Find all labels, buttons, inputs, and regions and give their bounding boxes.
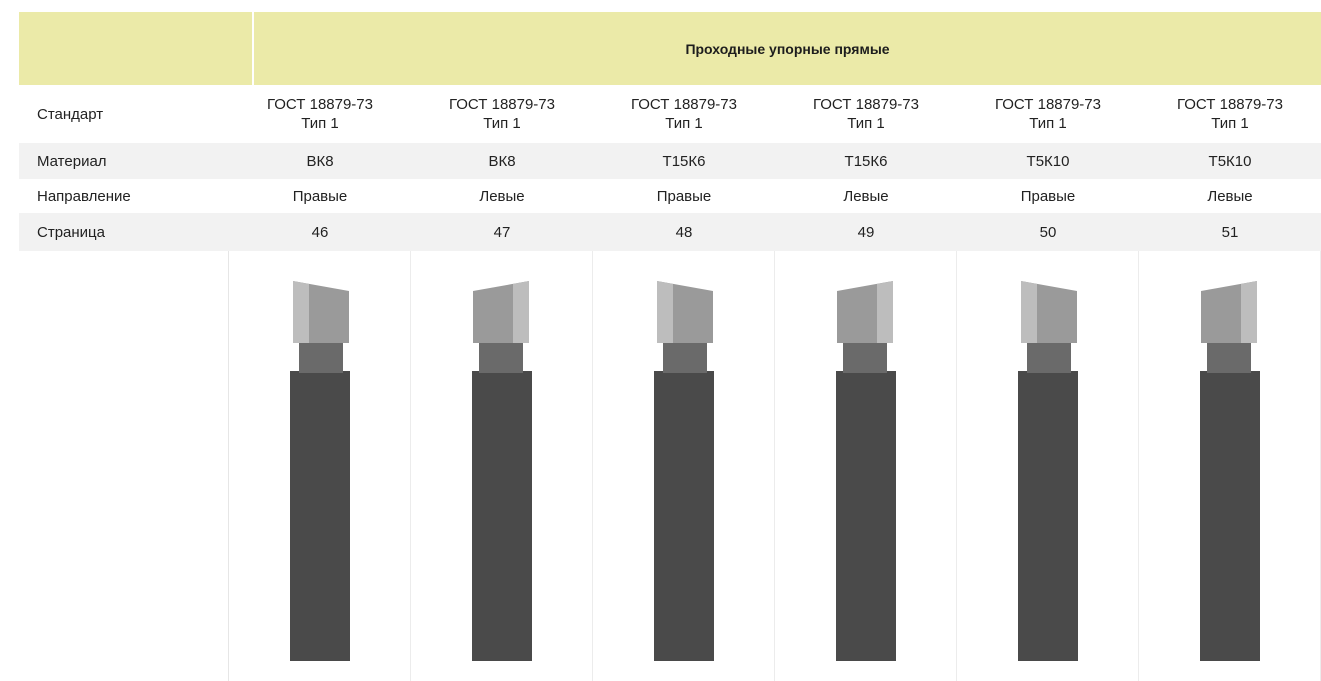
standard-type: Тип 1 — [847, 115, 885, 132]
page-link[interactable]: 47 — [493, 223, 511, 241]
row-label-direction: Направление — [37, 187, 131, 205]
row-label-material: Материал — [37, 152, 107, 170]
standard-type: Тип 1 — [483, 115, 521, 132]
standard-cell: ГОСТ 18879-73 Тип 1 — [411, 95, 593, 133]
tool-image-cell — [957, 251, 1139, 681]
standard-gost: ГОСТ 18879-73 — [448, 96, 555, 113]
image-row — [19, 251, 1321, 681]
direction-cell: Левые — [1207, 187, 1253, 205]
direction-cell: Правые — [292, 187, 348, 205]
direction-row: Направление Правые Левые Правые Левые Пр… — [19, 179, 1321, 213]
material-cell: Т5К10 — [1026, 152, 1070, 170]
cutting-tool-image[interactable] — [651, 281, 717, 661]
standard-gost: ГОСТ 18879-73 — [994, 96, 1101, 113]
row-label-page: Страница — [37, 223, 105, 241]
header-empty-cell — [19, 12, 254, 85]
standard-cell: ГОСТ 18879-73 Тип 1 — [593, 95, 775, 133]
material-cell: ВК8 — [488, 152, 516, 170]
standard-cell: ГОСТ 18879-73 Тип 1 — [1139, 95, 1321, 133]
standard-gost: ГОСТ 18879-73 — [266, 96, 373, 113]
material-cell: ВК8 — [306, 152, 334, 170]
page-link[interactable]: 49 — [857, 223, 875, 241]
image-row-label — [19, 251, 229, 681]
cutting-tool-image[interactable] — [287, 281, 353, 661]
standard-type: Тип 1 — [1211, 115, 1249, 132]
cutting-tool-image[interactable] — [1197, 281, 1263, 661]
standard-gost: ГОСТ 18879-73 — [1176, 96, 1283, 113]
cutting-tool-image[interactable] — [469, 281, 535, 661]
page-link[interactable]: 48 — [675, 223, 693, 241]
material-cell: Т5К10 — [1208, 152, 1252, 170]
standard-gost: ГОСТ 18879-73 — [812, 96, 919, 113]
page-link[interactable]: 50 — [1039, 223, 1057, 241]
tool-image-cell — [411, 251, 593, 681]
material-row: Материал ВК8 ВК8 Т15К6 Т15К6 Т5К10 Т5К10 — [19, 143, 1321, 179]
table-title: Проходные упорные прямые — [254, 12, 1321, 85]
page-row: Страница 46 47 48 49 50 51 — [19, 213, 1321, 251]
page-link[interactable]: 46 — [311, 223, 329, 241]
standard-cell: ГОСТ 18879-73 Тип 1 — [957, 95, 1139, 133]
tool-image-cell — [1139, 251, 1321, 681]
tool-image-cell — [229, 251, 411, 681]
standard-row: Стандарт ГОСТ 18879-73 Тип 1 ГОСТ 18879-7… — [19, 85, 1321, 143]
standard-type: Тип 1 — [665, 115, 703, 132]
page-link[interactable]: 51 — [1221, 223, 1239, 241]
material-cell: Т15К6 — [662, 152, 706, 170]
table-header: Проходные упорные прямые — [19, 12, 1321, 85]
direction-cell: Правые — [1020, 187, 1076, 205]
direction-cell: Левые — [843, 187, 889, 205]
direction-cell: Левые — [479, 187, 525, 205]
standard-type: Тип 1 — [301, 115, 339, 132]
standard-cell: ГОСТ 18879-73 Тип 1 — [229, 95, 411, 133]
product-table: Проходные упорные прямые Стандарт ГОСТ 1… — [19, 12, 1321, 681]
tool-image-cell — [775, 251, 957, 681]
standard-type: Тип 1 — [1029, 115, 1067, 132]
material-cell: Т15К6 — [844, 152, 888, 170]
cutting-tool-image[interactable] — [1015, 281, 1081, 661]
cutting-tool-image[interactable] — [833, 281, 899, 661]
row-label-standard: Стандарт — [37, 105, 104, 123]
direction-cell: Правые — [656, 187, 712, 205]
tool-image-cell — [593, 251, 775, 681]
standard-cell: ГОСТ 18879-73 Тип 1 — [775, 95, 957, 133]
standard-gost: ГОСТ 18879-73 — [630, 96, 737, 113]
